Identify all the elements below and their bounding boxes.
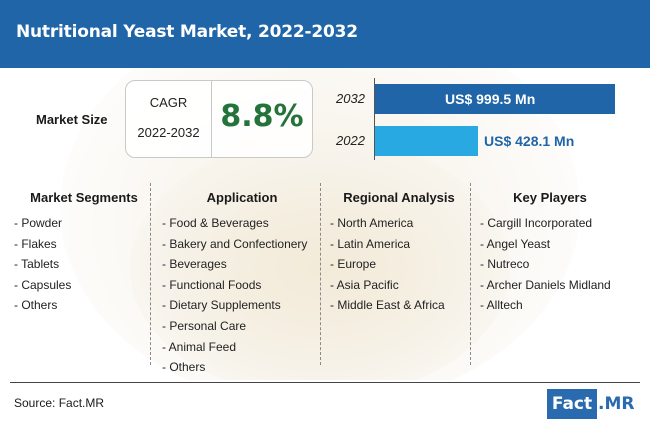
column-separator: [150, 183, 151, 365]
list-item: - Food & Beverages: [162, 216, 269, 230]
list-item: - Archer Daniels Midland: [480, 277, 611, 292]
logo-fact-text: Fact: [547, 389, 597, 419]
list-item: - Dietary Supplements: [162, 298, 281, 313]
list-item: - Tablets: [14, 257, 60, 272]
source-text: Source: Fact.MR: [14, 396, 105, 410]
list-item: - Europe: [330, 257, 377, 272]
list-item: - Functional Foods: [162, 277, 262, 292]
column-3: Key Players - Cargill Incorporated - Angel…: [480, 190, 640, 316]
list-item: - Others: [162, 360, 206, 375]
column-2: Regional Analysis - North America - Latin …: [330, 190, 470, 316]
list-item: - Bakery and Confectionery: [162, 236, 308, 251]
column-separator: [470, 183, 471, 365]
cagr-divider: [211, 81, 212, 157]
list-item: - Capsules: [14, 277, 72, 292]
list-item: - Cargill Incorporated: [480, 216, 593, 230]
column-list: - North America - Latin America - Europe - …: [330, 213, 470, 316]
list-item: - Angel Yeast: [480, 236, 551, 251]
column-0: Market Segments - Powder - Flakes - Tablets…: [14, 190, 154, 316]
bar-value-label: US$ 999.5 Mn: [445, 91, 536, 107]
logo-mr-text: .MR: [598, 394, 635, 414]
column-heading: Regional Analysis: [343, 190, 455, 205]
cagr-box: CAGR 2022-2032 8.8%: [125, 80, 313, 158]
column-heading: Market Segments: [30, 190, 138, 205]
list-item: - Flakes: [14, 236, 57, 251]
footer-divider: [10, 382, 640, 383]
column-heading: Key Players: [513, 190, 587, 205]
list-item: - Powder: [14, 216, 63, 230]
bar-axis-line: [374, 78, 375, 160]
list-item: - Personal Care: [162, 318, 247, 333]
bar-year-label: 2022: [336, 133, 365, 148]
market-size-label: Market Size: [36, 112, 108, 127]
list-item: - Asia Pacific: [330, 277, 399, 292]
bar-year-label: 2032: [336, 91, 365, 106]
cagr-label: CAGR: [149, 95, 188, 110]
header-banner: Nutritional Yeast Market, 2022-2032: [0, 0, 650, 68]
list-item: - Beverages: [162, 257, 227, 272]
column-list: - Powder - Flakes - Tablets - Capsules - Oth…: [14, 213, 154, 316]
column-separator: [320, 183, 321, 365]
list-item: - Nutreco: [480, 257, 530, 272]
list-item: - Middle East & Africa: [330, 298, 445, 313]
list-item: - Alltech: [480, 298, 523, 313]
list-item: - Latin America: [330, 236, 411, 251]
list-item: - Animal Feed: [162, 339, 237, 354]
column-heading: Application: [206, 190, 278, 205]
bar-value-label: US$ 428.1 Mn: [484, 133, 575, 149]
bar-2022: [375, 126, 478, 156]
list-item: - North America: [330, 216, 414, 230]
factmr-logo: Fact .MR: [547, 389, 637, 419]
list-item: - Others: [14, 298, 58, 313]
column-list: - Food & Beverages - Bakery and Confectio…: [162, 213, 322, 378]
column-1: Application - Food & Beverages - Bakery an…: [162, 190, 322, 378]
cagr-value: 8.8%: [220, 99, 304, 134]
page-title: Nutritional Yeast Market, 2022-2032: [16, 22, 358, 42]
column-list: - Cargill Incorporated - Angel Yeast - Nut…: [480, 213, 640, 316]
cagr-years: 2022-2032: [137, 125, 200, 140]
bar-2032: [375, 84, 615, 114]
